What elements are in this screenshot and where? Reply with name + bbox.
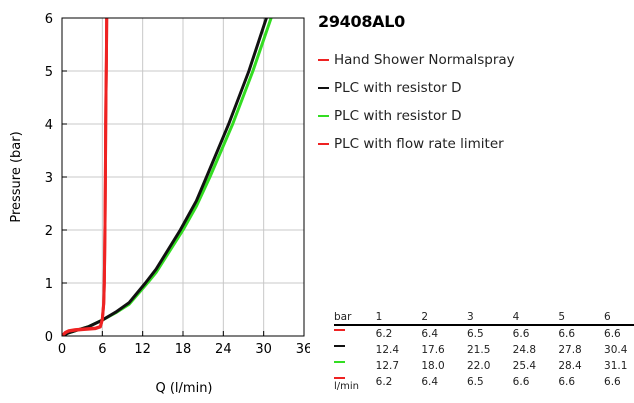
- table-cell: 27.8: [558, 344, 582, 356]
- table-row: 12.4 17.6 21.5 24.8 27.8 30.4: [334, 342, 634, 358]
- table-cell: 6.2: [375, 328, 393, 340]
- y-tick-label: 5: [45, 65, 53, 80]
- table-cell: 6.6: [558, 376, 576, 388]
- table-cell: 6.6: [604, 328, 621, 340]
- table-cell: 6.5: [467, 328, 484, 340]
- table-header-row: bar 1 2 3 4 5 6: [334, 311, 634, 326]
- table-cell: 12.7: [375, 360, 400, 372]
- table-row-swatch: [334, 329, 345, 331]
- legend-swatch: [318, 143, 329, 145]
- table-row: l/min 6.2 6.4 6.5 6.6 6.6 6.6: [334, 374, 634, 392]
- table-cell: 17.6: [421, 344, 445, 356]
- table-row-key: [334, 358, 376, 374]
- table-row-swatch: [334, 345, 345, 347]
- legend-label: PLC with flow rate limiter: [334, 136, 504, 152]
- table-row-key: [334, 342, 376, 358]
- table-row: 6.2 6.4 6.5 6.6 6.6 6.6: [334, 325, 634, 342]
- flow-rate-table: bar 1 2 3 4 5 6 6.2 6.4 6.5 6.6 6.6 6.6 12.4 17.6 21.5…: [334, 311, 634, 392]
- x-tick-label: 18: [175, 342, 192, 357]
- table-cell: 12.4: [375, 344, 400, 356]
- table-cell: 6.6: [512, 328, 530, 340]
- y-tick-label: 6: [45, 12, 53, 27]
- table-row-swatch: [334, 377, 345, 379]
- table-cell: 6.6: [558, 328, 576, 340]
- y-tick-label: 3: [45, 171, 53, 186]
- series-line-0: [62, 18, 109, 336]
- x-tick-label: 0: [58, 342, 66, 357]
- legend-swatch: [318, 87, 329, 89]
- table-row-swatch: [334, 361, 345, 363]
- table-cell: 6.4: [421, 376, 439, 388]
- table-cell: 18.0: [421, 360, 445, 372]
- table-header-cell: bar: [334, 311, 376, 326]
- table-cell: 21.5: [467, 344, 491, 356]
- y-tick-label: 0: [45, 330, 53, 345]
- legend-swatch: [318, 115, 329, 117]
- x-tick-label: 12: [134, 342, 151, 357]
- table-cell: 28.4: [558, 360, 582, 372]
- x-tick-label: 30: [255, 342, 272, 357]
- y-axis-label: Pressure (bar): [9, 131, 24, 222]
- chart-title: 29408AL0: [318, 12, 405, 31]
- legend-swatch: [318, 59, 329, 61]
- x-axis-label: Q (l/min): [155, 381, 212, 396]
- table-header-cell: 3: [467, 311, 513, 326]
- table-cell: 6.6: [604, 376, 621, 388]
- table-row-key: l/min: [334, 374, 376, 392]
- series-lines: [62, 18, 273, 336]
- legend-label: Hand Shower Normalspray: [334, 52, 515, 68]
- table-header-cell: 5: [558, 311, 605, 326]
- legend-label: PLC with resistor D: [334, 80, 462, 96]
- table-header-cell: 2: [421, 311, 467, 326]
- table-cell: 30.4: [604, 344, 628, 356]
- table-header-cell: 1: [375, 311, 422, 326]
- x-tick-label: 36: [296, 342, 310, 357]
- grid: [61, 17, 305, 337]
- table-row-key: [334, 325, 376, 342]
- table-row: 12.7 18.0 22.0 25.4 28.4 31.1: [334, 358, 634, 374]
- table-header-cell: 4: [512, 311, 559, 326]
- x-tick-label: 6: [98, 342, 106, 357]
- table-cell: 6.6: [512, 376, 530, 388]
- table-cell: 6.5: [467, 376, 484, 388]
- table-cell: 22.0: [467, 360, 491, 372]
- x-tick-label: 24: [215, 342, 232, 357]
- y-tick-label: 2: [45, 224, 53, 239]
- table-cell: 25.4: [512, 360, 537, 372]
- table-unit-label: l/min: [334, 381, 360, 392]
- y-tick-label: 4: [45, 118, 53, 133]
- table-cell: 6.2: [375, 376, 393, 388]
- table-cell: 31.1: [604, 360, 628, 372]
- table-cell: 24.8: [512, 344, 537, 356]
- table-cell: 6.4: [421, 328, 439, 340]
- table-header-cell: 6: [604, 311, 634, 326]
- legend-label: PLC with resistor D: [334, 108, 462, 124]
- y-tick-label: 1: [45, 277, 53, 292]
